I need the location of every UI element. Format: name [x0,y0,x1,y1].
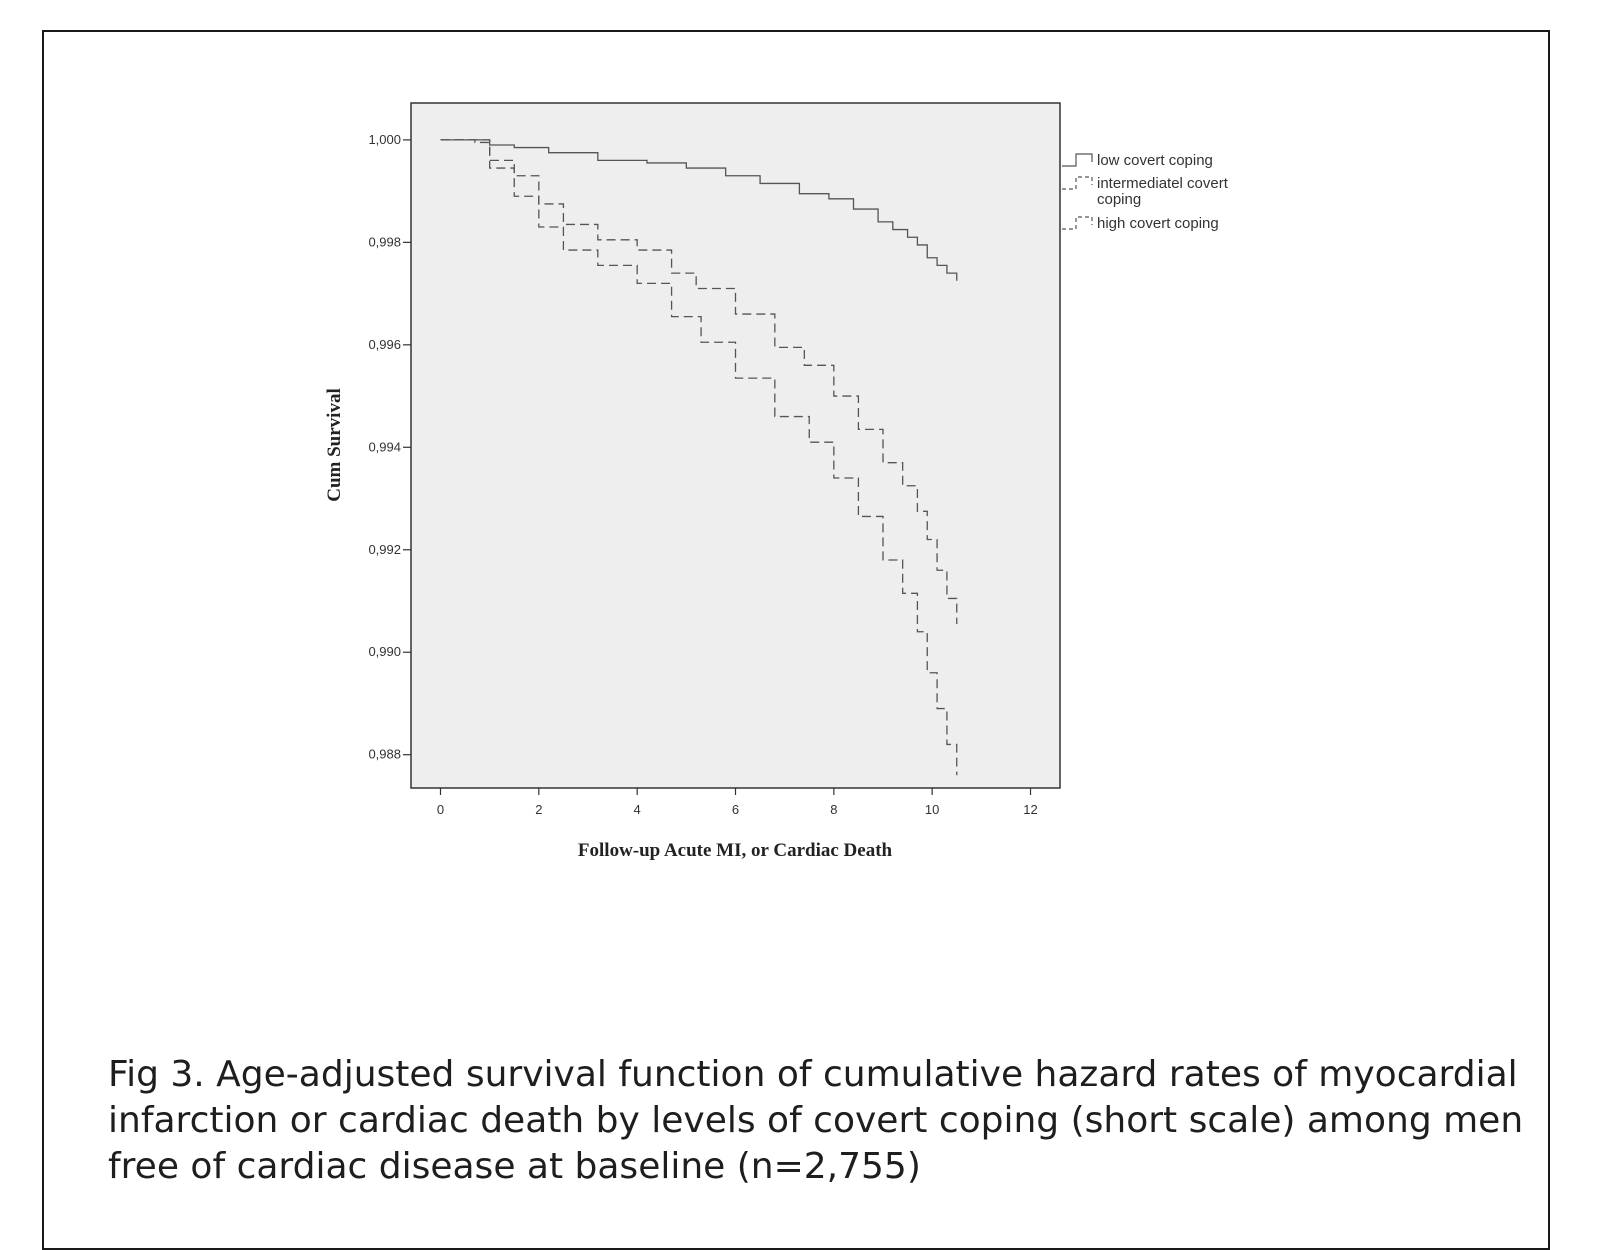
series-line-1 [440,139,958,281]
x-axis: 0 2 4 6 8 10 12 [437,788,1038,817]
y-tick-label: 0,994 [368,439,401,454]
y-axis-title: Cum Survival [324,388,345,502]
y-tick-label: 0,990 [368,644,401,659]
x-tick-label: 6 [732,802,739,817]
legend-symbol [1062,216,1093,230]
legend-label: intermediatel covert [1097,175,1229,192]
y-tick-label: 0,996 [368,337,401,352]
legend-label: coping [1097,191,1141,208]
legend-symbol [1062,153,1093,167]
y-tick-label: 0,992 [368,542,401,557]
legend-label: high covert coping [1097,215,1219,232]
figure-caption: Fig 3. Age-adjusted survival function of… [108,1054,1524,1187]
x-tick-label: 12 [1023,802,1037,817]
x-tick-label: 10 [925,802,939,817]
x-tick-label: 8 [830,802,837,817]
y-tick-label: 0,998 [368,234,401,249]
series-line-3 [440,139,958,776]
y-tick-label: 1,000 [368,132,401,147]
y-axis: 1,000 0,998 0,996 0,994 0,992 0,990 0,988 [368,132,411,762]
x-tick-label: 0 [437,802,444,817]
legend-symbol [1062,176,1093,190]
legend-label: low covert coping [1097,152,1213,169]
x-tick-label: 4 [634,802,641,817]
y-tick-label: 0,988 [368,747,401,762]
x-axis-title: Follow-up Acute MI, or Cardiac Death [578,840,893,861]
survival-chart: 1,000 0,998 0,996 0,994 0,992 0,990 0,988 0 2 4 6… [324,102,1229,861]
series-group [440,139,958,776]
legend: low covert coping intermediatel covertcop… [1062,152,1229,232]
x-tick-label: 2 [535,802,542,817]
plot-area [410,102,1061,789]
